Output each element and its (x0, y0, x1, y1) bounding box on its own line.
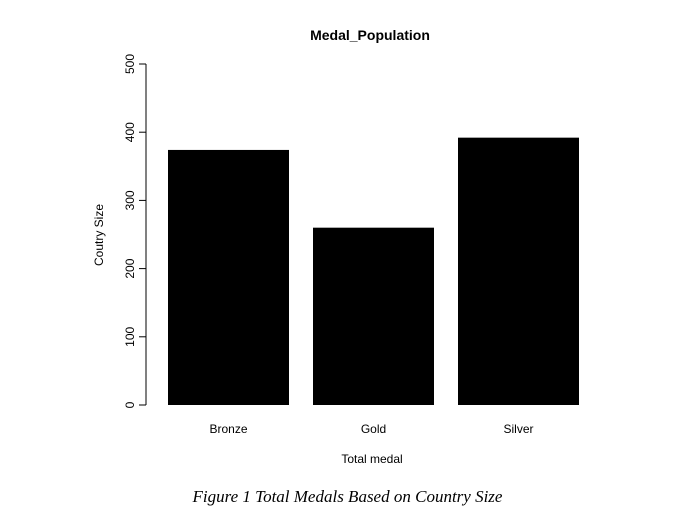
x-tick-label-bronze: Bronze (209, 422, 247, 436)
bar-bronze (168, 149, 289, 405)
chart-title: Medal_Population (310, 27, 430, 43)
x-axis-tick-labels: Bronze Gold Silver (209, 422, 533, 436)
y-tick-label: 0 (123, 401, 137, 408)
y-tick-label: 400 (123, 122, 137, 142)
x-axis-label: Total medal (341, 452, 402, 466)
y-tick-label: 200 (123, 258, 137, 278)
y-axis: 0 100 200 300 400 500 (123, 54, 147, 408)
y-tick-label: 300 (123, 190, 137, 210)
x-tick-label-silver: Silver (503, 422, 533, 436)
y-tick-label: 500 (123, 54, 137, 74)
bar-silver (458, 137, 579, 405)
bars (168, 137, 579, 405)
bar-chart: Medal_Population 0 100 200 300 400 500 Bronze… (92, 27, 579, 466)
bar-gold (313, 227, 434, 405)
y-tick-label: 100 (123, 326, 137, 346)
x-tick-label-gold: Gold (361, 422, 386, 436)
figure-caption: Figure 1 Total Medals Based on Country S… (192, 487, 503, 506)
y-axis-label: Coutry Size (92, 204, 106, 266)
